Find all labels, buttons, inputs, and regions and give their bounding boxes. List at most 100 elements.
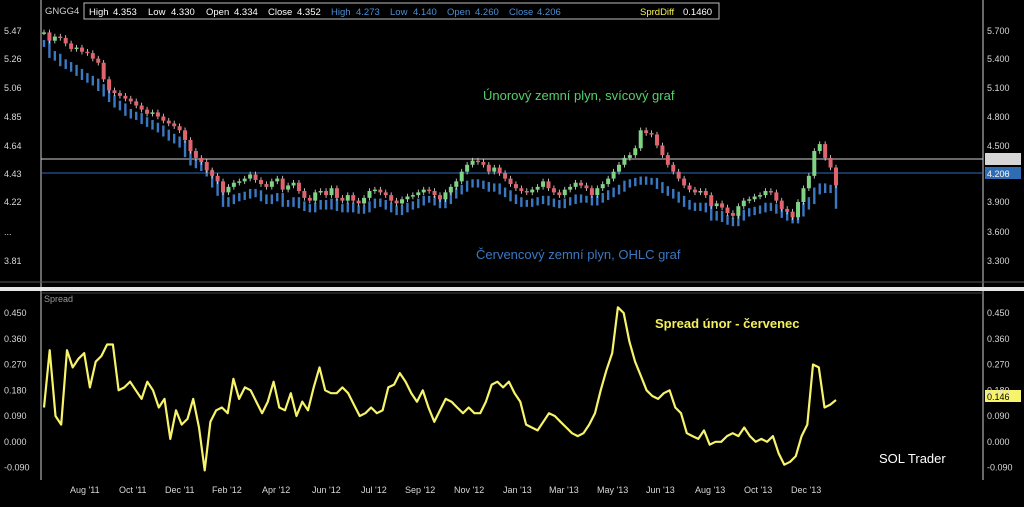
candle-body	[427, 189, 432, 192]
candle-body	[541, 181, 546, 187]
candle-body	[579, 182, 584, 186]
x-axis-label: Apr '12	[262, 485, 290, 495]
symbol-label[interactable]: GNGG4	[45, 6, 79, 17]
spread-panel-title: Spread	[44, 294, 73, 304]
candle-body	[421, 189, 426, 193]
x-axis-label: Jan '13	[503, 485, 532, 495]
spread-series	[42, 306, 837, 472]
front-high-value: 4.353	[113, 7, 137, 18]
candle-body	[329, 188, 334, 196]
candle-body	[823, 144, 828, 158]
candle-body	[443, 192, 448, 200]
candle-body	[573, 182, 578, 187]
candle-body	[736, 206, 741, 216]
candle-body	[280, 178, 285, 190]
candle-body	[698, 190, 703, 193]
spread-right-tick: -0.090	[987, 463, 1013, 473]
candle-body	[692, 189, 697, 193]
spread-line-path	[42, 306, 837, 472]
candle-body	[654, 134, 659, 146]
candle-body	[231, 182, 236, 187]
candle-body	[42, 32, 46, 34]
annotation-feb-gas: Únorový zemní plyn, svícový graf	[483, 88, 675, 103]
candle-body	[589, 188, 594, 196]
price-left-tick: 4.43	[4, 169, 22, 179]
candle-body	[617, 164, 622, 172]
annotation-author: SOL Trader	[879, 451, 946, 466]
candle-body	[383, 192, 388, 196]
candle-body	[665, 155, 670, 165]
price-right-tick: 5.700	[987, 26, 1010, 36]
candle-body	[199, 157, 204, 163]
candle-body	[622, 157, 627, 165]
spread-left-tick: -0.090	[4, 463, 30, 473]
candle-body	[557, 192, 562, 196]
candle-body	[785, 208, 790, 212]
candle-body	[475, 160, 480, 163]
x-axis-label: Jun '12	[312, 485, 341, 495]
spread-left-axis: 0.450 0.360 0.270 0.180 0.090 0.000 -0.090	[4, 308, 30, 473]
spread-right-tick: 0.360	[987, 334, 1010, 344]
candle-body	[730, 213, 735, 216]
candle-body	[438, 195, 442, 200]
price-left-tick: 4.22	[4, 197, 22, 207]
candle-body	[145, 109, 150, 114]
candle-body	[633, 148, 638, 156]
candle-body	[302, 190, 307, 198]
candle-body	[644, 130, 649, 134]
candle-body	[405, 196, 410, 200]
price-right-tick: 4.800	[987, 112, 1010, 122]
candle-body	[307, 197, 312, 201]
candle-body	[676, 171, 681, 179]
candle-body	[492, 167, 497, 172]
jul-price-badge-text: 4.206	[987, 169, 1010, 179]
front-close-label: Close	[268, 7, 292, 18]
candle-body	[649, 133, 654, 135]
candle-body	[682, 178, 687, 186]
front-open-value: 4.334	[234, 7, 258, 18]
x-axis-label: Mar '13	[549, 485, 579, 495]
candle-body	[128, 98, 133, 102]
candle-body	[470, 160, 475, 165]
second-open-label: Open	[447, 7, 470, 18]
second-high-value: 4.273	[356, 7, 380, 18]
spread-right-tick: 0.090	[987, 411, 1010, 421]
price-right-tick: 5.100	[987, 83, 1010, 93]
candle-body	[416, 192, 421, 196]
front-low-value: 4.330	[171, 7, 195, 18]
x-axis-label: Nov '12	[454, 485, 484, 495]
candle-body	[215, 175, 220, 182]
second-low-value: 4.140	[413, 7, 437, 18]
candle-body	[107, 79, 112, 91]
candle-body	[600, 184, 605, 189]
second-low-label: Low	[390, 7, 408, 18]
candle-body	[296, 182, 301, 191]
candle-body	[768, 190, 773, 193]
panel-separator[interactable]	[0, 287, 1024, 291]
spread-left-tick: 0.180	[4, 385, 27, 395]
spread-left-tick: 0.360	[4, 334, 27, 344]
spread-right-axis: 0.450 0.360 0.270 0.180 0.090 0.000 -0.090	[987, 308, 1013, 473]
candle-body	[400, 199, 405, 204]
candle-body	[812, 151, 817, 176]
x-axis-label: Aug '11	[70, 485, 100, 495]
price-right-tick: 3.900	[987, 197, 1010, 207]
candle-body	[530, 189, 535, 193]
candle-body	[248, 174, 253, 179]
candle-body	[817, 144, 822, 151]
candle-body	[112, 90, 117, 94]
candle-body	[394, 200, 399, 204]
spread-right-tick: 0.450	[987, 308, 1010, 318]
x-axis: Aug '11 Oct '11 Dec '11 Feb '12 Apr '12 Jun '…	[70, 485, 821, 495]
price-left-tick: 3.81	[4, 256, 22, 266]
candle-body	[725, 207, 730, 214]
spread-left-tick: 0.000	[4, 437, 27, 447]
candle-body	[486, 164, 491, 172]
candle-body	[63, 37, 68, 44]
candle-body	[123, 95, 128, 99]
candle-body	[74, 47, 79, 50]
feb-candle-series	[42, 29, 838, 220]
candle-body	[79, 47, 84, 52]
candle-body	[134, 101, 139, 106]
